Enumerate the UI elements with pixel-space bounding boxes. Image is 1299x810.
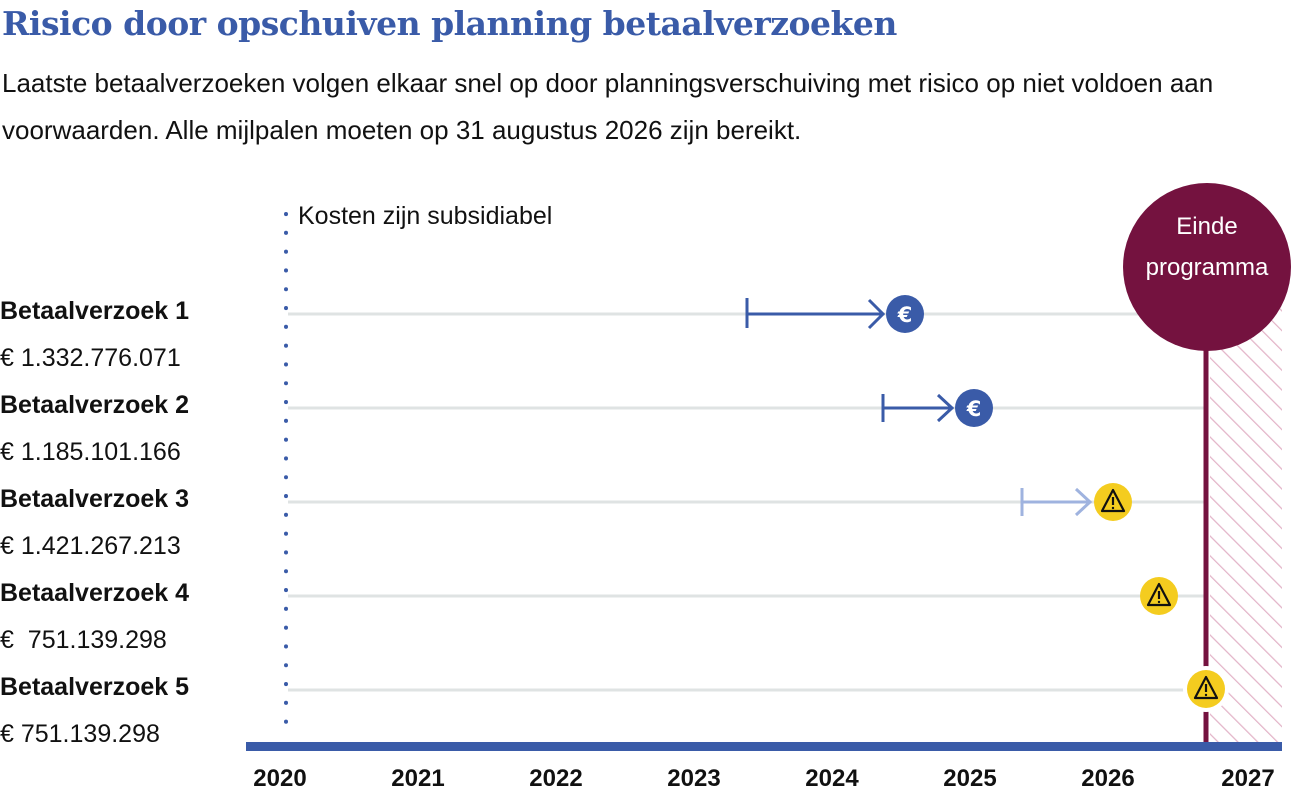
end-label-line2: programma: [1145, 254, 1269, 281]
x-tick-label: 2021: [391, 765, 445, 792]
row-amount: € 751.139.298: [0, 626, 167, 654]
x-tick-label: 2026: [1081, 765, 1135, 792]
row-amount: € 1.185.101.166: [0, 438, 181, 466]
row1-shift-arrow: [745, 298, 886, 330]
timeline-baseline: [246, 742, 1282, 751]
svg-text:€: €: [966, 397, 982, 421]
warning-icon: [1183, 666, 1229, 712]
row-amount: € 1.332.776.071: [0, 344, 181, 372]
row-amount: € 751.139.298: [0, 720, 160, 748]
row-label: Betaalverzoek 3: [0, 485, 190, 513]
post-program-hatched-area: [1210, 300, 1282, 742]
x-tick-label: 2020: [253, 765, 307, 792]
start-annotation: Kosten zijn subsidiabel: [298, 202, 553, 230]
row3-shift-arrow: [1020, 487, 1093, 517]
euro-icon: €: [955, 389, 993, 427]
row-label: Betaalverzoek 2: [0, 391, 190, 419]
x-tick-label: 2027: [1221, 765, 1275, 792]
warning-icon: [1140, 577, 1178, 615]
end-program-circle: [1123, 183, 1291, 351]
row-label: Betaalverzoek 1: [0, 297, 190, 325]
row-label: Betaalverzoek 4: [0, 579, 190, 607]
row2-shift-arrow: [881, 393, 955, 423]
euro-icon: €: [886, 295, 924, 333]
chart-subtitle: Laatste betaalverzoeken volgen elkaar sn…: [2, 68, 1214, 145]
chart-title: Risico door opschuiven planning betaalve…: [2, 4, 897, 43]
svg-text:€: €: [897, 303, 913, 327]
warning-icon: [1094, 483, 1132, 521]
x-tick-label: 2022: [529, 765, 583, 792]
x-tick-label: 2024: [805, 765, 859, 792]
row-amount: € 1.421.267.213: [0, 532, 181, 560]
x-tick-label: 2023: [667, 765, 721, 792]
end-program-label: Einde programma: [1124, 206, 1290, 288]
x-tick-label: 2025: [943, 765, 997, 792]
end-label-line1: Einde: [1176, 213, 1238, 240]
row-label: Betaalverzoek 5: [0, 673, 190, 701]
